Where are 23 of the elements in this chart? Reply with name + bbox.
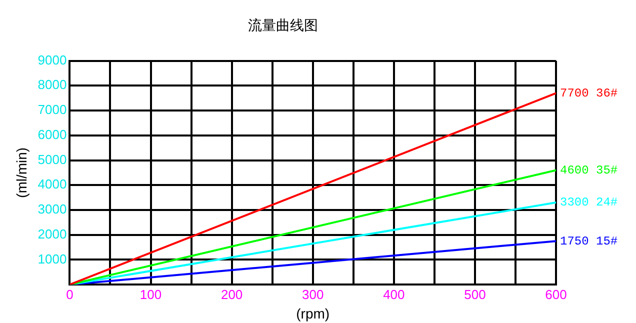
y-tick-label: 4000 [38, 176, 67, 192]
x-tick-label: 100 [140, 286, 162, 302]
y-tick-label: 6000 [38, 126, 67, 142]
x-tick-label: 0 [66, 286, 74, 302]
series-label: 4600 35# [560, 163, 618, 178]
y-axis-title: (ml/min) [13, 147, 30, 198]
x-tick-label: 200 [220, 286, 243, 302]
x-tick-label: 400 [383, 286, 405, 302]
y-tick-label: 3000 [38, 202, 67, 217]
y-tick-label: 1000 [38, 251, 67, 266]
chart-title: 流量曲线图 [248, 18, 318, 34]
y-tick-label: 9000 [38, 52, 67, 68]
x-tick-label: 600 [545, 286, 567, 302]
y-tick-label: 5000 [38, 152, 67, 167]
series-label: 3300 24# [560, 196, 618, 210]
x-tick-label: 500 [464, 286, 486, 302]
y-tick-label: 2000 [38, 226, 67, 242]
series-label: 7700 36# [560, 86, 618, 100]
y-tick-label: 8000 [38, 77, 67, 92]
series-label: 1750 15# [560, 234, 618, 248]
y-tick-label: 7000 [38, 102, 67, 118]
x-axis-title: (rpm) [296, 305, 330, 322]
x-tick-label: 300 [302, 286, 324, 302]
